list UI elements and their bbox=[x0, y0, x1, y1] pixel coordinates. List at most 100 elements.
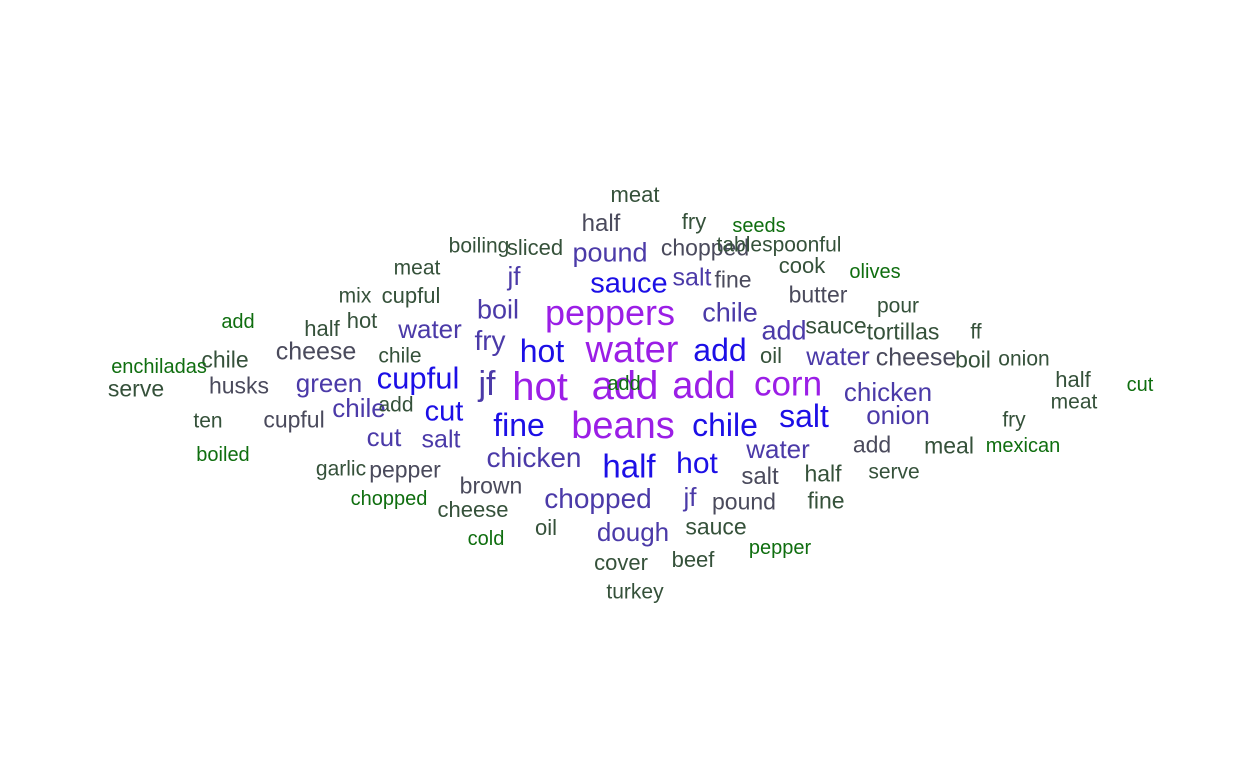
cloud-word: chicken bbox=[843, 377, 933, 407]
cloud-word: butter bbox=[788, 281, 848, 308]
cloud-word: boil bbox=[476, 294, 520, 325]
cloud-word: serve bbox=[868, 460, 920, 484]
cloud-word: boiled bbox=[196, 444, 250, 466]
cloud-word: beef bbox=[671, 547, 715, 572]
cloud-word: cover bbox=[594, 550, 648, 575]
cloud-word: meat bbox=[610, 182, 660, 207]
cloud-word: add bbox=[672, 365, 736, 407]
cloud-word: half bbox=[602, 447, 656, 485]
cloud-word: cook bbox=[778, 253, 826, 278]
cloud-word: brown bbox=[459, 472, 523, 499]
cloud-word: ff bbox=[970, 320, 982, 344]
cloud-word: garlic bbox=[315, 457, 367, 481]
cloud-word: half bbox=[1055, 367, 1091, 392]
cloud-word: mexican bbox=[985, 435, 1061, 457]
cloud-word: husks bbox=[208, 372, 270, 399]
cloud-word: water bbox=[585, 329, 679, 371]
cloud-word: cupful bbox=[376, 360, 460, 396]
cloud-word: chopped bbox=[544, 483, 652, 514]
cloud-word: meat bbox=[393, 256, 441, 280]
cloud-word: add bbox=[378, 393, 414, 417]
cloud-word: tortillas bbox=[866, 318, 940, 345]
cloud-word: sauce bbox=[805, 312, 867, 339]
cloud-word: add bbox=[693, 332, 747, 368]
cloud-word: salt bbox=[421, 425, 461, 454]
cloud-word: jf bbox=[507, 261, 521, 291]
cloud-word: add bbox=[591, 364, 659, 408]
cloud-word: pepper bbox=[748, 537, 812, 559]
cloud-word: corn bbox=[753, 364, 823, 404]
cloud-word: chile bbox=[692, 407, 758, 443]
cloud-word: chopped bbox=[350, 488, 428, 510]
cloud-word: fine bbox=[714, 266, 752, 293]
cloud-word: chopped bbox=[660, 234, 750, 261]
cloud-word: enchiladas bbox=[111, 356, 207, 378]
cloud-word: fine bbox=[493, 407, 545, 443]
cloud-word: cut bbox=[366, 422, 402, 452]
cloud-word: serve bbox=[107, 375, 165, 402]
cloud-word: cupful bbox=[381, 283, 441, 308]
cloud-word: fry bbox=[1002, 408, 1026, 432]
cloud-word: water bbox=[806, 341, 870, 371]
cloud-word: cheese bbox=[875, 343, 957, 372]
cloud-word: water bbox=[398, 314, 462, 344]
cloud-word: hot bbox=[519, 333, 565, 369]
cloud-word: water bbox=[746, 434, 810, 464]
cloud-word: boil bbox=[955, 346, 991, 373]
cloud-word: peppers bbox=[544, 292, 676, 333]
cloud-word: salt bbox=[779, 398, 829, 434]
cloud-word: half bbox=[304, 316, 340, 341]
cloud-word: onion bbox=[998, 347, 1050, 371]
cloud-word: add bbox=[607, 373, 641, 395]
cloud-word: cut bbox=[424, 395, 464, 428]
cloud-word: dough bbox=[596, 517, 670, 547]
cloud-word: sauce bbox=[590, 267, 668, 300]
cloud-word: hot bbox=[676, 447, 718, 480]
cloud-word: chile bbox=[201, 346, 249, 373]
cloud-word: meat bbox=[1050, 390, 1098, 414]
cloud-word: pound bbox=[712, 488, 776, 515]
cloud-word: cupful bbox=[263, 406, 325, 433]
cloud-word: fry bbox=[474, 325, 506, 356]
cloud-word: boiling bbox=[448, 234, 510, 258]
cloud-word: cheese bbox=[275, 337, 357, 366]
cloud-word: add bbox=[761, 315, 807, 346]
cloud-word: turkey bbox=[606, 580, 664, 604]
cloud-word: pound bbox=[572, 237, 648, 268]
cloud-word: mix bbox=[338, 284, 372, 308]
cloud-word: add bbox=[221, 311, 255, 333]
cloud-word: hot bbox=[512, 365, 568, 409]
cloud-word: hot bbox=[346, 308, 378, 333]
cloud-word: seeds bbox=[732, 215, 786, 237]
cloud-word: pepper bbox=[369, 456, 441, 483]
cloud-word: beans bbox=[571, 405, 675, 447]
cloud-word: jf bbox=[478, 365, 496, 403]
cloud-word: pour bbox=[876, 294, 920, 318]
cloud-word: cut bbox=[1126, 374, 1154, 396]
cloud-word: sauce bbox=[685, 513, 747, 540]
cloud-word: green bbox=[295, 368, 363, 398]
cloud-word: oil bbox=[534, 515, 558, 540]
cloud-word: salt bbox=[672, 263, 712, 292]
cloud-word: chile bbox=[332, 393, 386, 423]
cloud-word: chile bbox=[702, 297, 758, 328]
cloud-word: onion bbox=[866, 400, 930, 430]
cloud-word: jf bbox=[683, 482, 697, 512]
cloud-word: oil bbox=[759, 343, 783, 368]
cloud-word: add bbox=[852, 431, 892, 458]
cloud-word: fine bbox=[807, 487, 845, 514]
cloud-word: sliced bbox=[506, 235, 564, 260]
cloud-word: chile bbox=[378, 344, 422, 368]
cloud-word: olives bbox=[849, 261, 901, 283]
cloud-word: tablespoonful bbox=[716, 233, 842, 257]
cloud-word: cold bbox=[467, 528, 505, 550]
cloud-word: half bbox=[804, 460, 842, 487]
cloud-word: meal bbox=[924, 432, 974, 459]
cloud-word: fry bbox=[681, 209, 707, 234]
cloud-word: chicken bbox=[486, 442, 582, 473]
cloud-word: salt bbox=[741, 463, 779, 490]
cloud-word: half bbox=[581, 210, 621, 237]
cloud-word: ten bbox=[193, 409, 223, 433]
cloud-word: cheese bbox=[437, 497, 509, 522]
